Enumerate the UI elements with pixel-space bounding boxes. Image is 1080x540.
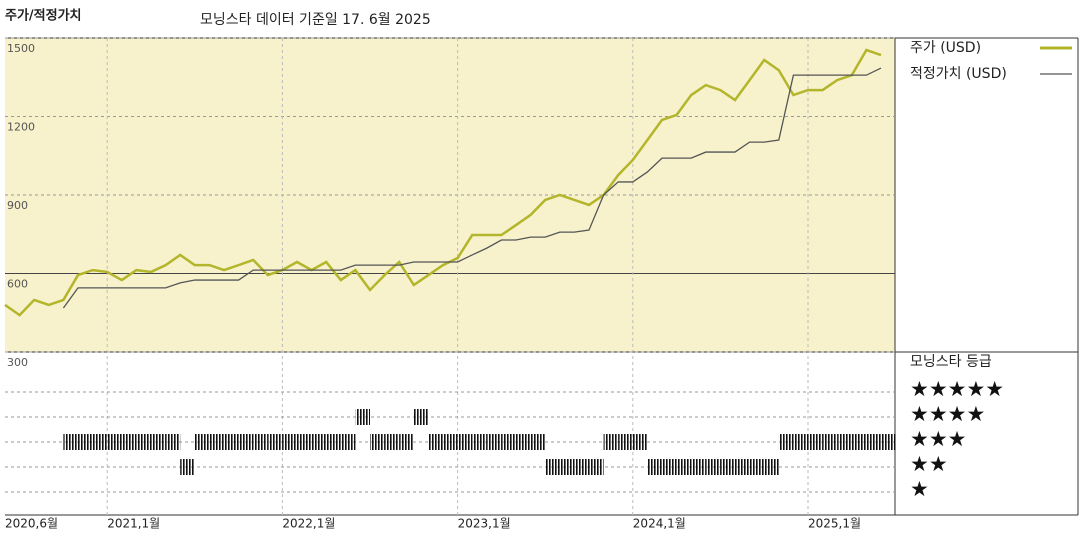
rating-bar xyxy=(472,434,487,450)
rating-bar xyxy=(603,434,619,450)
x-tick-label: 2022,1월 xyxy=(282,517,335,531)
rating-bar xyxy=(778,434,794,450)
rating-bar xyxy=(881,434,896,450)
rating-bar xyxy=(399,434,414,450)
rating-bar xyxy=(691,459,706,475)
rating-label: ★ xyxy=(910,477,929,501)
rating-bar xyxy=(574,459,589,475)
rating-bar xyxy=(107,434,122,450)
rating-bar xyxy=(78,434,93,450)
y-tick-label: 1500 xyxy=(7,42,35,55)
rating-bar xyxy=(165,434,181,450)
rating-bar xyxy=(822,434,838,450)
rating-bar xyxy=(866,434,881,450)
x-tick-label: 2024,1월 xyxy=(633,517,686,531)
rating-bar xyxy=(851,434,867,450)
rating-bar xyxy=(764,459,779,475)
rating-bar xyxy=(647,459,662,475)
rating-bar xyxy=(428,434,443,450)
rating-bar xyxy=(808,434,823,450)
rating-bar xyxy=(735,459,750,475)
x-tick-label: 2023,1월 xyxy=(458,517,511,531)
rating-bar xyxy=(136,434,151,450)
legend-label: 주가 (USD) xyxy=(910,40,981,56)
x-tick-label: 2025,1월 xyxy=(808,517,861,531)
rating-bar xyxy=(837,434,852,450)
rating-bar xyxy=(632,434,648,450)
rating-bar xyxy=(180,459,195,475)
rating-bar xyxy=(486,434,502,450)
rating-bar xyxy=(340,434,356,450)
y-tick-label: 900 xyxy=(7,199,28,212)
rating-label: ★★★★★ xyxy=(910,377,1004,401)
y-tick-label: 300 xyxy=(7,356,28,369)
y-tick-label: 1200 xyxy=(7,121,35,134)
rating-bar xyxy=(720,459,735,475)
rating-bar xyxy=(384,434,400,450)
rating-bar xyxy=(370,434,385,450)
rating-bar xyxy=(92,434,108,450)
rating-bar xyxy=(326,434,341,450)
x-tick-label: 2021,1월 xyxy=(107,517,160,531)
rating-label: ★★ xyxy=(910,452,948,476)
chart-subtitle: 모닝스타 데이터 기준일 17. 6월 2025 xyxy=(200,12,431,28)
rating-bar xyxy=(545,459,560,475)
series-line xyxy=(62,67,882,309)
rating-bar xyxy=(516,434,531,450)
rating-bar xyxy=(530,434,546,450)
rating-bar xyxy=(618,434,633,450)
rating-label: ★★★★ xyxy=(910,402,985,426)
rating-bar xyxy=(355,409,370,425)
rating-bar xyxy=(749,459,765,475)
rating-bar xyxy=(297,434,312,450)
chart-title: 주가/적정가치 xyxy=(5,8,82,24)
rating-bar xyxy=(559,459,575,475)
rating-bar xyxy=(209,434,224,450)
rating-bar xyxy=(63,434,78,450)
rating-bar xyxy=(151,434,166,450)
rating-bar xyxy=(793,434,808,450)
rating-bar xyxy=(194,434,210,450)
rating-bar xyxy=(589,459,604,475)
x-tick-label: 2020,6월 xyxy=(5,517,58,531)
rating-title: 모닝스타 등급 xyxy=(910,354,992,370)
rating-bar xyxy=(457,434,473,450)
legend-label: 적정가치 (USD) xyxy=(910,66,1007,82)
rating-bar xyxy=(676,459,692,475)
rating-bar xyxy=(224,434,239,450)
rating-bar xyxy=(311,434,327,450)
rating-bar xyxy=(238,434,254,450)
y-tick-label: 600 xyxy=(7,278,28,291)
rating-bar xyxy=(413,409,429,425)
rating-bar xyxy=(121,434,137,450)
rating-bar xyxy=(662,459,677,475)
rating-bar xyxy=(443,434,458,450)
rating-bar xyxy=(501,434,516,450)
rating-label: ★★★ xyxy=(910,427,966,451)
rating-bar xyxy=(253,434,268,450)
rating-bar xyxy=(267,434,283,450)
rating-bar xyxy=(705,459,721,475)
rating-bar xyxy=(282,434,297,450)
series-line xyxy=(4,48,882,317)
